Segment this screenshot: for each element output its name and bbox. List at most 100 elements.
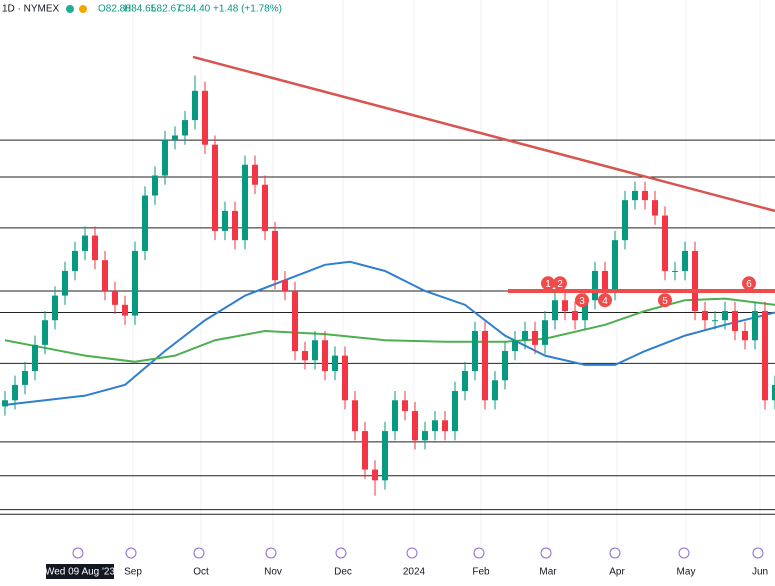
candle-body	[512, 340, 518, 352]
candle-body	[202, 90, 208, 145]
x-tick-label: Dec	[334, 567, 352, 578]
candle-body	[732, 310, 738, 332]
candle-body	[342, 355, 348, 401]
x-tick-label: Nov	[264, 567, 282, 578]
candle-body	[752, 310, 758, 341]
candle-body	[332, 355, 338, 372]
candle-body	[112, 290, 118, 305]
candle-body	[452, 391, 458, 432]
candle-body	[522, 331, 528, 341]
candle-body	[582, 300, 588, 321]
status-dot	[79, 5, 87, 13]
candle-body	[762, 310, 768, 401]
x-tick-label: Feb	[472, 567, 490, 578]
candle-body	[12, 384, 18, 401]
x-tick-label: Wed 09 Aug '23	[45, 567, 116, 578]
candle-body	[642, 190, 648, 201]
candle-body	[742, 331, 748, 341]
candle-body	[182, 120, 188, 136]
candle-body	[272, 230, 278, 281]
candle-body	[2, 400, 8, 407]
candle-body	[122, 304, 128, 316]
event-icon	[540, 547, 552, 559]
open-value: O82.88	[98, 4, 131, 15]
candle-body	[362, 431, 368, 470]
candle-body	[492, 380, 498, 401]
event-icon	[72, 547, 84, 559]
high-value: H84.65	[124, 4, 157, 15]
candle-body	[132, 250, 138, 316]
candle-body	[42, 320, 48, 345]
candle-body	[622, 200, 628, 241]
candle-body	[682, 250, 688, 271]
candle-body	[102, 260, 108, 291]
candle-body	[772, 384, 775, 401]
candle-body	[692, 250, 698, 311]
x-tick-label: Oct	[193, 567, 209, 578]
candle-body	[382, 431, 388, 481]
candle-body	[432, 420, 438, 432]
marker	[742, 276, 756, 291]
candle-body	[392, 400, 398, 432]
candle-body	[312, 340, 318, 361]
x-tick-label: Sep	[124, 567, 142, 578]
candle-body	[422, 431, 428, 441]
candle-body	[242, 164, 248, 241]
candle-body	[52, 295, 58, 321]
candle-body	[72, 250, 78, 271]
candle-body	[282, 280, 288, 291]
status-dot	[66, 5, 74, 13]
candle-body	[232, 210, 238, 241]
marker-label: 6	[746, 279, 752, 290]
candle-body	[32, 344, 38, 372]
candle-body	[92, 235, 98, 261]
crosshair-label-bg	[46, 564, 114, 579]
event-icon	[406, 547, 418, 559]
candle-body	[562, 300, 568, 311]
candle-body	[262, 184, 268, 231]
candle-body	[462, 371, 468, 392]
event-icon	[678, 547, 690, 559]
marker	[598, 293, 612, 308]
x-tick-label: Jun	[752, 567, 768, 578]
candle-body	[212, 144, 218, 231]
candle-body	[532, 331, 538, 345]
candle-body	[192, 90, 198, 121]
moving-average	[4, 260, 775, 406]
candle-body	[62, 270, 68, 296]
marker-label: 4	[602, 296, 608, 307]
marker-label: 2	[557, 279, 563, 290]
low-value: L82.67	[151, 4, 182, 15]
marker	[541, 276, 555, 291]
candle-body	[152, 175, 158, 196]
candle-body	[592, 270, 598, 301]
marker-label: 3	[579, 296, 585, 307]
candle-body	[412, 411, 418, 441]
x-tick-label: May	[677, 567, 696, 578]
candle-body	[252, 164, 258, 185]
candle-body	[372, 469, 378, 481]
x-tick-label: 2024	[403, 567, 426, 578]
candle-body	[22, 371, 28, 385]
candle-body	[722, 310, 728, 321]
candle-body	[142, 195, 148, 251]
candle-body	[602, 270, 608, 291]
candle-body	[172, 135, 178, 141]
candle-body	[402, 400, 408, 412]
candle-body	[352, 400, 358, 432]
candle-body	[82, 235, 88, 251]
close-value: C84.40 +1.48 (+1.78%)	[178, 4, 282, 15]
symbol: 1D · NYMEX	[2, 4, 60, 15]
candle-body	[222, 210, 228, 231]
event-icon	[125, 547, 137, 559]
header: 1D · NYMEX O82.88 H84.65 L82.67 C84.40 +…	[2, 4, 282, 15]
candle-body	[302, 351, 308, 361]
marker-label: 1	[545, 279, 551, 290]
trendline	[192, 55, 775, 213]
marker	[658, 293, 672, 308]
marker	[575, 293, 589, 308]
candle-body	[702, 310, 708, 321]
marker	[553, 276, 567, 291]
candle-body	[482, 331, 488, 401]
